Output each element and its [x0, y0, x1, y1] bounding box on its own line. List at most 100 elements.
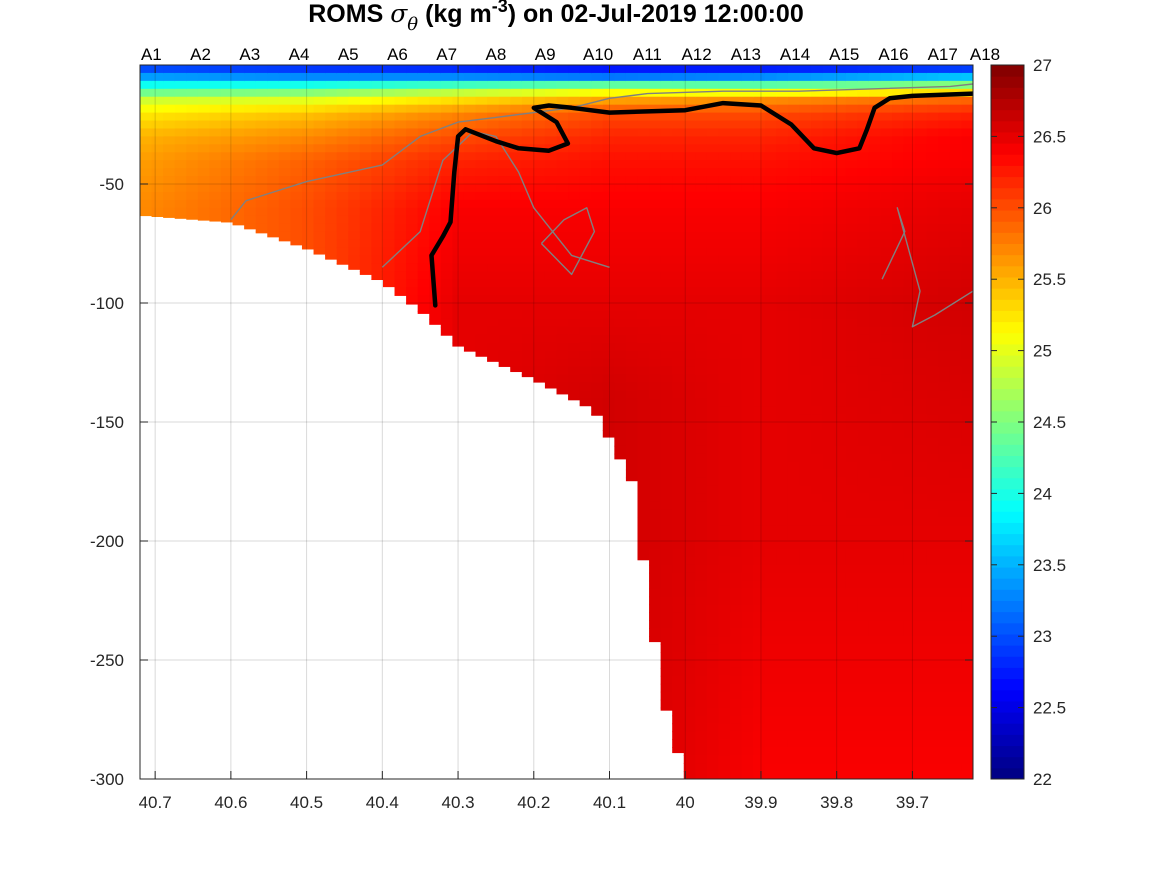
- heatmap-cell: [244, 112, 257, 122]
- heatmap-cell: [544, 136, 558, 146]
- heatmap-cell: [637, 541, 650, 550]
- colorbar-band: [991, 366, 1024, 378]
- heatmap-cell: [440, 176, 454, 185]
- heatmap-cell: [741, 691, 754, 701]
- heatmap-cell: [949, 628, 963, 637]
- heatmap-cell: [799, 556, 812, 566]
- heatmap-cell: [730, 80, 743, 90]
- heatmap-cell: [741, 303, 754, 312]
- heatmap-cell: [695, 572, 708, 582]
- heatmap-cell: [255, 112, 268, 122]
- heatmap-cell: [822, 445, 835, 455]
- heatmap-cell: [544, 342, 558, 352]
- heatmap-cell: [822, 191, 835, 201]
- heatmap-cell: [961, 120, 973, 130]
- heatmap-cell: [753, 572, 766, 582]
- heatmap-cell: [313, 112, 326, 122]
- heatmap-cell: [764, 715, 778, 725]
- heatmap-cell: [579, 72, 592, 82]
- heatmap-cell: [868, 477, 882, 487]
- heatmap-cell: [683, 287, 697, 296]
- heatmap-cell: [787, 96, 801, 106]
- heatmap-cell: [926, 763, 939, 772]
- heatmap-cell: [776, 176, 789, 185]
- heatmap-cell: [787, 517, 801, 526]
- heatmap-cell: [382, 136, 396, 146]
- heatmap-cell: [949, 707, 963, 717]
- station-label: A7: [436, 45, 457, 64]
- heatmap-cell: [845, 303, 859, 312]
- heatmap-cell: [174, 184, 187, 193]
- heatmap-cell: [787, 72, 801, 82]
- heatmap-cell: [764, 342, 778, 352]
- heatmap-cell: [811, 120, 824, 130]
- heatmap-cell: [649, 120, 662, 130]
- heatmap-cell: [753, 136, 766, 146]
- heatmap-cell: [949, 112, 963, 122]
- heatmap-cell: [267, 136, 280, 146]
- heatmap-cell: [382, 160, 396, 169]
- heatmap-cell: [949, 715, 963, 725]
- heatmap-cell: [544, 366, 558, 376]
- heatmap-cell: [417, 231, 430, 241]
- heatmap-cell: [325, 239, 338, 249]
- heatmap-cell: [706, 525, 720, 534]
- heatmap-cell: [463, 96, 477, 106]
- heatmap-cell: [672, 247, 685, 257]
- heatmap-cell: [892, 691, 905, 701]
- heatmap-cell: [892, 493, 905, 503]
- heatmap-cell: [753, 525, 766, 534]
- heatmap-cell: [406, 104, 419, 114]
- heatmap-cell: [845, 215, 859, 225]
- heatmap-cell: [672, 326, 685, 336]
- heatmap-cell: [903, 493, 916, 503]
- heatmap-cell: [718, 517, 731, 526]
- heatmap-cell: [591, 176, 604, 185]
- heatmap-cell: [822, 747, 835, 756]
- heatmap-cell: [487, 350, 500, 360]
- heatmap-cell: [649, 572, 662, 582]
- heatmap-cell: [417, 184, 430, 193]
- heatmap-cell: [880, 620, 893, 629]
- x-tick-label: 40.5: [290, 793, 323, 812]
- heatmap-cell: [521, 295, 535, 304]
- heatmap-cell: [961, 207, 973, 217]
- heatmap-cell: [174, 120, 187, 130]
- heatmap-cell: [753, 763, 766, 772]
- heatmap-cell: [834, 620, 847, 629]
- heatmap-cell: [325, 88, 338, 98]
- heatmap-cell: [834, 501, 847, 510]
- heatmap-cell: [834, 184, 847, 193]
- heatmap-cell: [949, 390, 963, 399]
- heatmap-cell: [498, 239, 511, 249]
- heatmap-cell: [811, 445, 824, 455]
- x-tick-label: 40.2: [517, 793, 550, 812]
- heatmap-cell: [741, 168, 754, 177]
- heatmap-cell: [348, 152, 361, 161]
- heatmap-cell: [938, 366, 951, 376]
- heatmap-cell: [348, 231, 361, 241]
- heatmap-cell: [949, 184, 963, 193]
- heatmap-cell: [649, 588, 662, 598]
- heatmap-cell: [487, 223, 500, 233]
- heatmap-cell: [753, 310, 766, 320]
- heatmap-cell: [278, 152, 292, 161]
- heatmap-cell: [556, 318, 569, 328]
- heatmap-cell: [961, 263, 973, 272]
- heatmap-cell: [683, 80, 697, 90]
- heatmap-cell: [706, 88, 720, 98]
- heatmap-cell: [672, 739, 685, 748]
- heatmap-cell: [811, 160, 824, 169]
- heatmap-cell: [776, 469, 789, 479]
- heatmap-cell: [857, 287, 870, 296]
- heatmap-cell: [961, 572, 973, 582]
- heatmap-cell: [579, 382, 592, 391]
- heatmap-cell: [857, 675, 870, 685]
- heatmap-cell: [718, 255, 731, 265]
- heatmap-cell: [174, 176, 187, 185]
- heatmap-cell: [799, 723, 812, 733]
- heatmap-cell: [892, 191, 905, 201]
- heatmap-cell: [845, 168, 859, 177]
- heatmap-cell: [741, 747, 754, 756]
- heatmap-cell: [267, 128, 280, 138]
